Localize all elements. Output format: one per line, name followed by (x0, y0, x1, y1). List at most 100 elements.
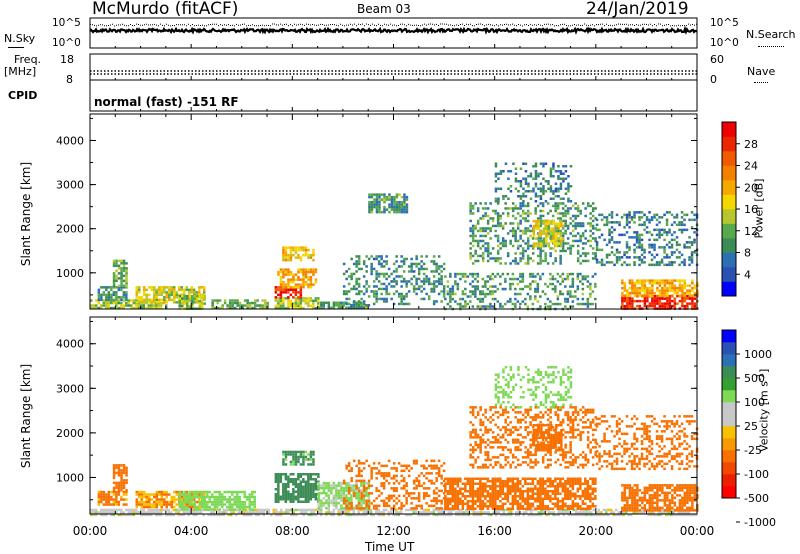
heatmap-cell (492, 511, 495, 514)
heatmap-cell (591, 214, 595, 218)
heatmap-cell (532, 232, 536, 235)
heatmap-cell (385, 272, 388, 276)
heatmap-cell (638, 223, 641, 227)
heatmap-cell (115, 298, 118, 302)
heatmap-cell (585, 513, 588, 517)
cpid-panel (89, 79, 698, 112)
heatmap-cell (277, 297, 280, 300)
heatmap-cell (304, 299, 308, 303)
heatmap-cell (125, 481, 128, 485)
heatmap-cell (631, 279, 634, 282)
heatmap-cell (514, 485, 517, 488)
heatmap-cell (181, 505, 184, 509)
heatmap-cell (625, 243, 629, 247)
heatmap-cell (643, 256, 646, 259)
heatmap-cell (474, 224, 477, 228)
heatmap-cell (367, 504, 371, 508)
heatmap-cell (203, 291, 206, 294)
heatmap-cell (400, 203, 404, 206)
heatmap-cell (531, 280, 535, 283)
heatmap-cell (342, 486, 346, 490)
heatmap-cell (517, 190, 520, 193)
heatmap-cell (282, 453, 285, 456)
heatmap-cell (551, 282, 555, 286)
heatmap-cell (294, 273, 298, 276)
heatmap-cell (112, 474, 116, 477)
heatmap-cell (527, 175, 530, 178)
heatmap-cell (491, 292, 495, 296)
heatmap-cell (522, 177, 525, 180)
heatmap-cell (412, 287, 416, 291)
heatmap-cell (539, 190, 543, 193)
heatmap-cell (330, 486, 333, 490)
heatmap-cell (557, 165, 560, 168)
heatmap-cell (526, 254, 530, 258)
heatmap-cell (294, 248, 298, 252)
heatmap-cell (484, 202, 487, 205)
heatmap-cell (506, 254, 510, 258)
heatmap-cell (454, 477, 457, 480)
heatmap-cell (299, 450, 303, 454)
heatmap-cell (683, 263, 686, 267)
heatmap-cell (532, 242, 536, 245)
heatmap-cell (671, 299, 674, 303)
heatmap-cell (160, 490, 163, 494)
heatmap-cell (663, 256, 666, 259)
heatmap-cell (377, 280, 381, 283)
heatmap-cell (402, 504, 406, 508)
heatmap-cell (395, 508, 398, 512)
heatmap-cell (188, 294, 191, 298)
heatmap-cell (380, 198, 384, 201)
heatmap-cell (217, 513, 220, 517)
heatmap-cell (432, 511, 435, 514)
heatmap-cell (636, 289, 639, 292)
heatmap-cell (317, 501, 321, 505)
heatmap-cell (390, 507, 393, 510)
heatmap-cell (564, 300, 567, 303)
heatmap-cell (112, 286, 116, 289)
nsky-panel (89, 17, 698, 49)
heatmap-cell (299, 304, 303, 308)
heatmap-cell (524, 227, 527, 230)
heatmap-cell (235, 508, 238, 512)
heatmap-cell (656, 281, 659, 285)
heatmap-cell (567, 513, 570, 517)
heatmap-cell (377, 260, 381, 263)
heatmap-cell (440, 275, 443, 278)
heatmap-cell (390, 467, 393, 470)
heatmap-cell (640, 511, 643, 514)
heatmap-cell (350, 513, 353, 517)
heatmap-cell (395, 280, 398, 283)
heatmap-cell (367, 464, 371, 468)
heatmap-cell (261, 299, 264, 302)
heatmap-cell (115, 296, 118, 299)
heatmap-cell (160, 288, 163, 292)
heatmap-cell (681, 284, 684, 287)
heatmap-cell (292, 302, 295, 305)
heatmap-cell (529, 197, 533, 200)
heatmap-cell (637, 511, 640, 514)
heatmap-cell (557, 187, 560, 190)
heatmap-cell (284, 273, 288, 276)
heatmap-cell (509, 492, 512, 495)
heatmap-cell (410, 497, 413, 500)
heatmap-cell (385, 300, 388, 303)
heatmap-cell (294, 490, 298, 493)
heatmap-cell (495, 513, 498, 517)
heatmap-cell (539, 202, 542, 205)
heatmap-cell (545, 219, 548, 223)
heatmap-cell (655, 513, 658, 517)
heatmap-cell (476, 275, 480, 278)
heatmap-cell (595, 258, 599, 262)
heatmap-cell (190, 291, 193, 294)
heatmap-cell (497, 511, 500, 514)
heatmap-cell (486, 287, 490, 291)
heatmap-cell (449, 497, 452, 500)
heatmap-cell (335, 501, 338, 505)
heatmap-cell (427, 280, 431, 283)
heatmap-cell (540, 511, 543, 514)
heatmap-cell (544, 252, 547, 255)
heatmap-cell (307, 488, 310, 491)
heatmap-cell (484, 305, 487, 308)
heatmap-cell (549, 209, 552, 213)
